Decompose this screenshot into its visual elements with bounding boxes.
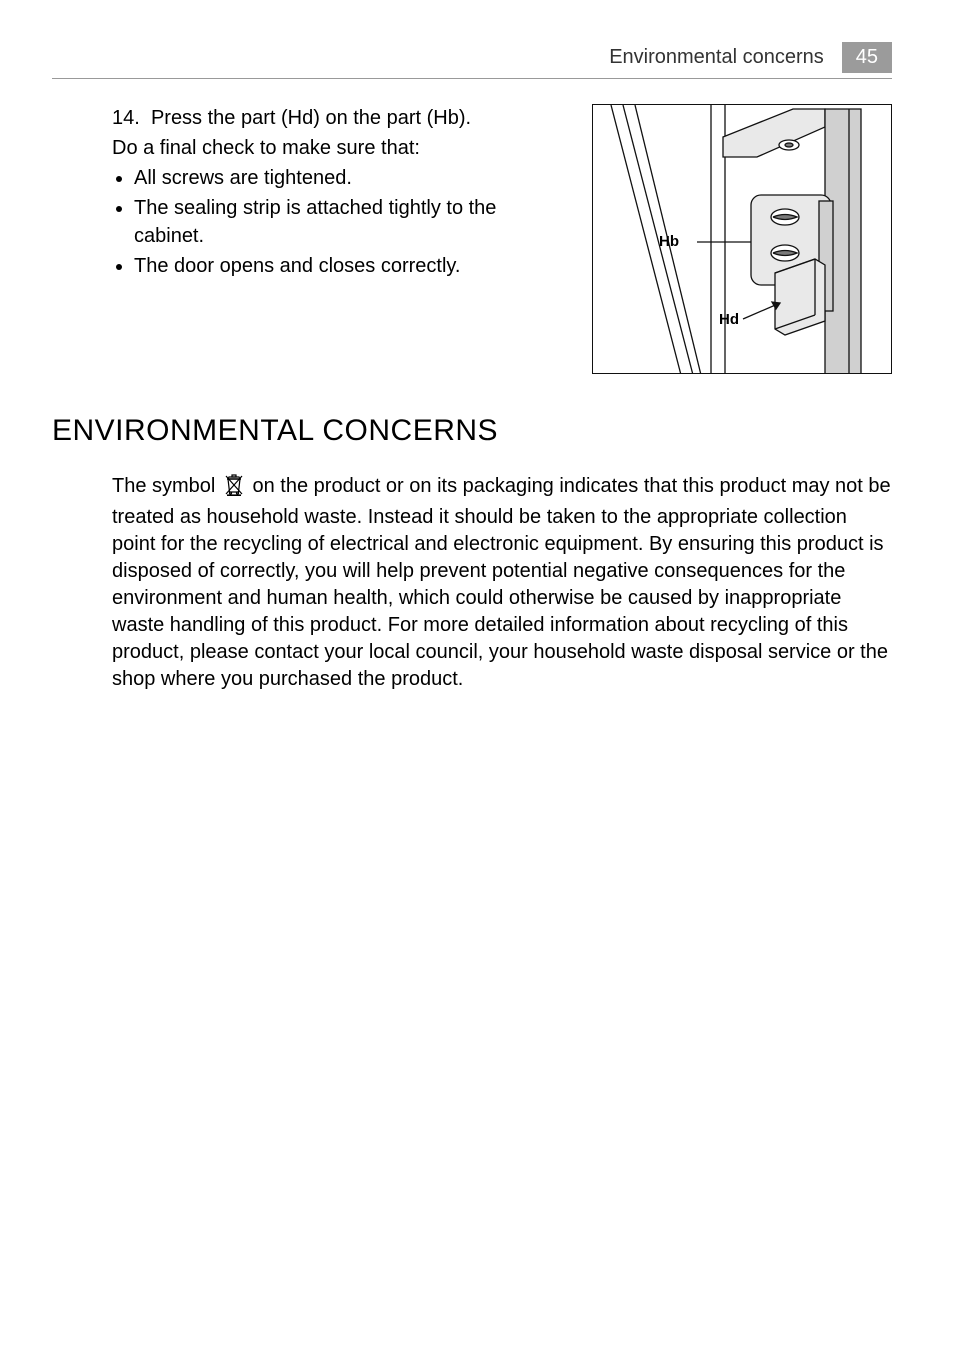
- bullet-item: All screws are tightened.: [134, 164, 558, 192]
- body-post: on the product or on its packaging indic…: [112, 475, 891, 690]
- bullet-item: The sealing strip is attached tightly to…: [134, 194, 558, 250]
- step-followup: Do a final check to make sure that:: [112, 134, 558, 162]
- weee-bin-icon: [223, 472, 245, 504]
- step-text-column: 14. Press the part (Hd) on the part (Hb)…: [52, 104, 558, 374]
- step-line: 14. Press the part (Hd) on the part (Hb)…: [112, 104, 558, 132]
- hinge-diagram: Hb Hd: [592, 104, 892, 374]
- section-heading: ENVIRONMENTAL CONCERNS: [52, 414, 498, 448]
- header-title: Environmental concerns: [609, 46, 824, 69]
- diagram-column: Hb Hd: [582, 104, 892, 374]
- hinge-diagram-svg: [593, 105, 892, 374]
- step-block: 14. Press the part (Hd) on the part (Hb)…: [52, 104, 892, 374]
- check-bullets: All screws are tightened. The sealing st…: [112, 164, 558, 280]
- header-rule: [52, 78, 892, 79]
- page-number: 45: [842, 42, 892, 73]
- step-text: Press the part (Hd) on the part (Hb).: [151, 107, 471, 129]
- diagram-label-hb: Hb: [659, 233, 679, 250]
- step-number: 14.: [112, 107, 140, 129]
- bullet-item: The door opens and closes correctly.: [134, 252, 558, 280]
- body-pre: The symbol: [112, 475, 221, 497]
- environmental-body: The symbol on the product or on its pack: [112, 472, 892, 693]
- diagram-label-hd: Hd: [719, 311, 739, 328]
- page-header: Environmental concerns 45: [609, 42, 892, 73]
